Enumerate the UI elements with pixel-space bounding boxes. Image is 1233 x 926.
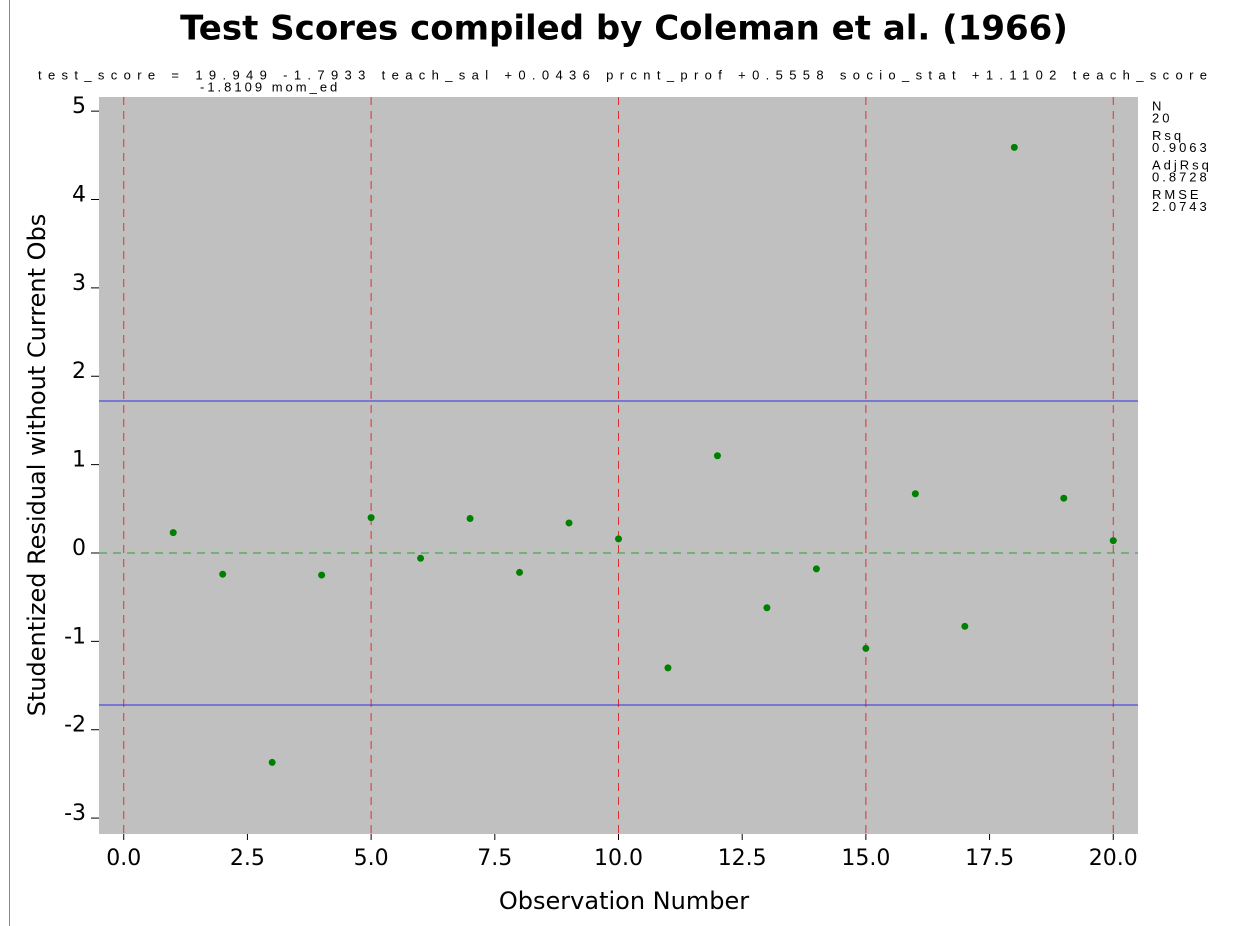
data-point bbox=[417, 554, 425, 562]
x-tick-label: 15.0 bbox=[841, 846, 890, 871]
x-tick-label: 0.0 bbox=[106, 846, 141, 871]
stat-value: 0.8728 bbox=[1152, 169, 1210, 184]
data-point bbox=[466, 515, 474, 523]
data-point bbox=[565, 519, 573, 527]
x-tick-label: 2.5 bbox=[230, 846, 265, 871]
data-point bbox=[219, 570, 227, 578]
x-tick-label: 7.5 bbox=[477, 846, 512, 871]
x-tick-label: 10.0 bbox=[594, 846, 643, 871]
data-point bbox=[268, 758, 276, 766]
chart-title: Test Scores compiled by Coleman et al. (… bbox=[180, 9, 1068, 49]
y-tick-label: 4 bbox=[72, 183, 86, 208]
y-tick-label: 2 bbox=[72, 359, 86, 384]
y-tick-label: 0 bbox=[72, 536, 86, 561]
x-tick-label: 17.5 bbox=[965, 846, 1014, 871]
subtitle: -1.8109 mom_ed bbox=[200, 79, 340, 94]
x-tick-label: 5.0 bbox=[354, 846, 389, 871]
data-point bbox=[763, 604, 771, 612]
stat-value: 20 bbox=[1152, 110, 1172, 125]
data-point bbox=[664, 664, 672, 672]
stat-value: 2.0743 bbox=[1152, 199, 1210, 214]
x-axis-label: Observation Number bbox=[499, 887, 749, 915]
data-point bbox=[713, 452, 721, 460]
y-tick-label: 5 bbox=[72, 94, 86, 119]
data-point bbox=[1010, 143, 1018, 151]
data-point bbox=[911, 490, 919, 498]
y-tick-label: -3 bbox=[64, 801, 86, 826]
subtitle: test_score = 19.949 -1.7933 teach_sal +0… bbox=[38, 67, 1210, 82]
data-point bbox=[1109, 537, 1117, 545]
x-tick-label: 20.0 bbox=[1089, 846, 1138, 871]
y-tick-label: -2 bbox=[64, 713, 86, 738]
stat-value: 0.9063 bbox=[1152, 140, 1210, 155]
y-tick-label: -1 bbox=[64, 624, 86, 649]
data-point bbox=[1060, 494, 1068, 502]
data-point bbox=[862, 644, 870, 652]
data-point bbox=[318, 571, 326, 579]
y-axis-label: Studentized Residual without Current Obs bbox=[23, 214, 51, 717]
stat-label: AdjRsq bbox=[1152, 157, 1212, 172]
data-point bbox=[367, 514, 375, 522]
data-point bbox=[516, 568, 524, 576]
y-tick-label: 1 bbox=[72, 448, 86, 473]
data-point bbox=[812, 565, 820, 573]
stat-label: RMSE bbox=[1152, 187, 1202, 202]
data-point bbox=[169, 529, 177, 537]
y-tick-label: 3 bbox=[72, 271, 86, 296]
x-tick-label: 12.5 bbox=[718, 846, 767, 871]
data-point bbox=[615, 535, 622, 543]
stat-label: Rsq bbox=[1152, 128, 1184, 143]
stat-label: N bbox=[1152, 98, 1164, 113]
data-point bbox=[961, 622, 969, 630]
